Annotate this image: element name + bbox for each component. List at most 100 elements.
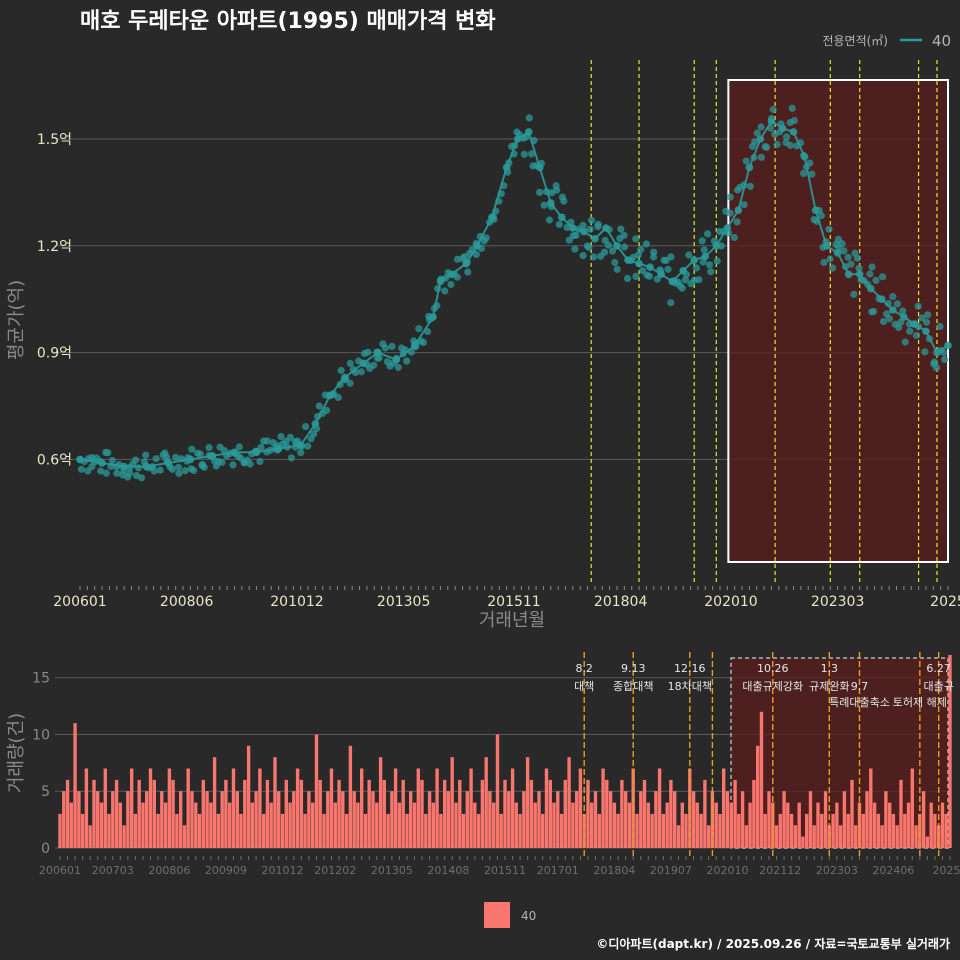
volume-bar xyxy=(273,757,277,848)
volume-bar xyxy=(84,768,89,848)
volume-bar xyxy=(729,802,733,848)
monthly-avg-point xyxy=(274,444,283,453)
bar-x-tick-label: 201202 xyxy=(314,864,356,877)
transaction-point xyxy=(870,307,878,316)
volume-bar xyxy=(186,768,190,848)
volume-bar xyxy=(348,745,353,848)
monthly-avg-point xyxy=(877,295,886,304)
volume-bar xyxy=(518,813,522,848)
volume-bar xyxy=(62,791,66,848)
volume-bar xyxy=(748,802,752,848)
transaction-point xyxy=(700,246,708,254)
volume-bar xyxy=(182,825,187,848)
transaction-point xyxy=(850,290,858,298)
volume-bar xyxy=(737,813,741,848)
volume-bar xyxy=(363,813,368,848)
transaction-point xyxy=(472,250,480,258)
volume-bar xyxy=(277,791,281,848)
transaction-point xyxy=(800,169,808,177)
transaction-point xyxy=(256,457,264,465)
volume-bar xyxy=(944,813,948,848)
transaction-point xyxy=(773,140,781,149)
monthly-avg-point xyxy=(767,117,776,125)
transaction-point xyxy=(932,364,941,372)
monthly-avg-point xyxy=(142,462,151,471)
volume-bar xyxy=(676,825,681,848)
volume-bar xyxy=(744,825,749,848)
volume-bar xyxy=(243,779,247,848)
volume-bar xyxy=(499,813,503,848)
volume-bar xyxy=(925,836,930,848)
bar-y-tick-label: 10 xyxy=(32,727,50,743)
transaction-point xyxy=(921,348,929,356)
transaction-point xyxy=(695,276,703,284)
volume-bar xyxy=(714,802,718,848)
transaction-point xyxy=(571,245,579,253)
transaction-point xyxy=(434,285,442,293)
volume-bar xyxy=(872,802,877,848)
volume-bar xyxy=(458,779,462,848)
volume-bar xyxy=(646,802,650,848)
monthly-avg-point xyxy=(690,256,699,264)
volume-bar xyxy=(733,779,737,848)
volume-bar xyxy=(367,779,371,848)
volume-bar xyxy=(473,802,477,848)
transaction-point xyxy=(560,197,568,205)
volume-bar xyxy=(933,813,937,848)
transaction-point xyxy=(346,379,354,387)
transaction-point xyxy=(545,216,554,224)
policy-date-label: 8.2 xyxy=(575,662,593,675)
volume-bar xyxy=(808,791,813,848)
monthly-avg-point xyxy=(778,124,787,133)
volume-bar xyxy=(171,779,175,848)
volume-bar xyxy=(657,768,662,848)
transaction-point xyxy=(751,138,759,146)
transaction-point xyxy=(190,466,198,475)
transaction-point xyxy=(855,264,863,272)
transaction-point xyxy=(769,105,777,114)
x-tick-label: 202303 xyxy=(811,594,864,610)
transaction-point xyxy=(142,451,150,459)
transaction-point xyxy=(941,355,949,363)
volume-bar xyxy=(378,757,383,848)
transaction-point xyxy=(419,338,427,346)
volume-bar xyxy=(544,768,549,848)
transaction-point xyxy=(608,247,617,255)
volume-bar xyxy=(126,791,130,848)
volume-bar xyxy=(507,791,511,848)
policy-name-label: 대책 xyxy=(574,680,594,693)
volume-bar xyxy=(130,768,134,848)
transaction-point xyxy=(940,348,948,357)
bar-x-tick-label: 200909 xyxy=(205,864,247,877)
transaction-point xyxy=(829,264,837,272)
volume-bar xyxy=(593,791,598,848)
bar-y-tick-label: 5 xyxy=(41,784,50,800)
transaction-point xyxy=(707,268,715,276)
volume-bar xyxy=(503,779,507,848)
transaction-point xyxy=(667,253,675,261)
volume-bar xyxy=(148,768,153,848)
volume-bar xyxy=(563,779,567,848)
volume-bar xyxy=(375,802,379,848)
volume-bar xyxy=(586,779,590,848)
transaction-point xyxy=(757,123,765,131)
transaction-point xyxy=(918,314,926,322)
volume-bar xyxy=(488,791,492,848)
volume-bar xyxy=(454,802,458,848)
volume-bar xyxy=(167,768,172,848)
transaction-point xyxy=(424,327,432,336)
transaction-point xyxy=(667,299,675,307)
volume-bar xyxy=(582,813,586,848)
volume-bar xyxy=(492,802,496,848)
transaction-point xyxy=(600,248,609,256)
x-tick-label: 2025 xyxy=(930,594,960,610)
transaction-point xyxy=(132,456,140,464)
transaction-point xyxy=(381,344,389,352)
volume-bar xyxy=(842,791,847,848)
x-axis-title: 거래년월 xyxy=(479,610,545,631)
transaction-point xyxy=(433,302,441,310)
volume-bar xyxy=(850,779,854,848)
volume-bar xyxy=(782,791,786,848)
volume-bar xyxy=(608,791,613,848)
volume-bar xyxy=(194,802,198,848)
